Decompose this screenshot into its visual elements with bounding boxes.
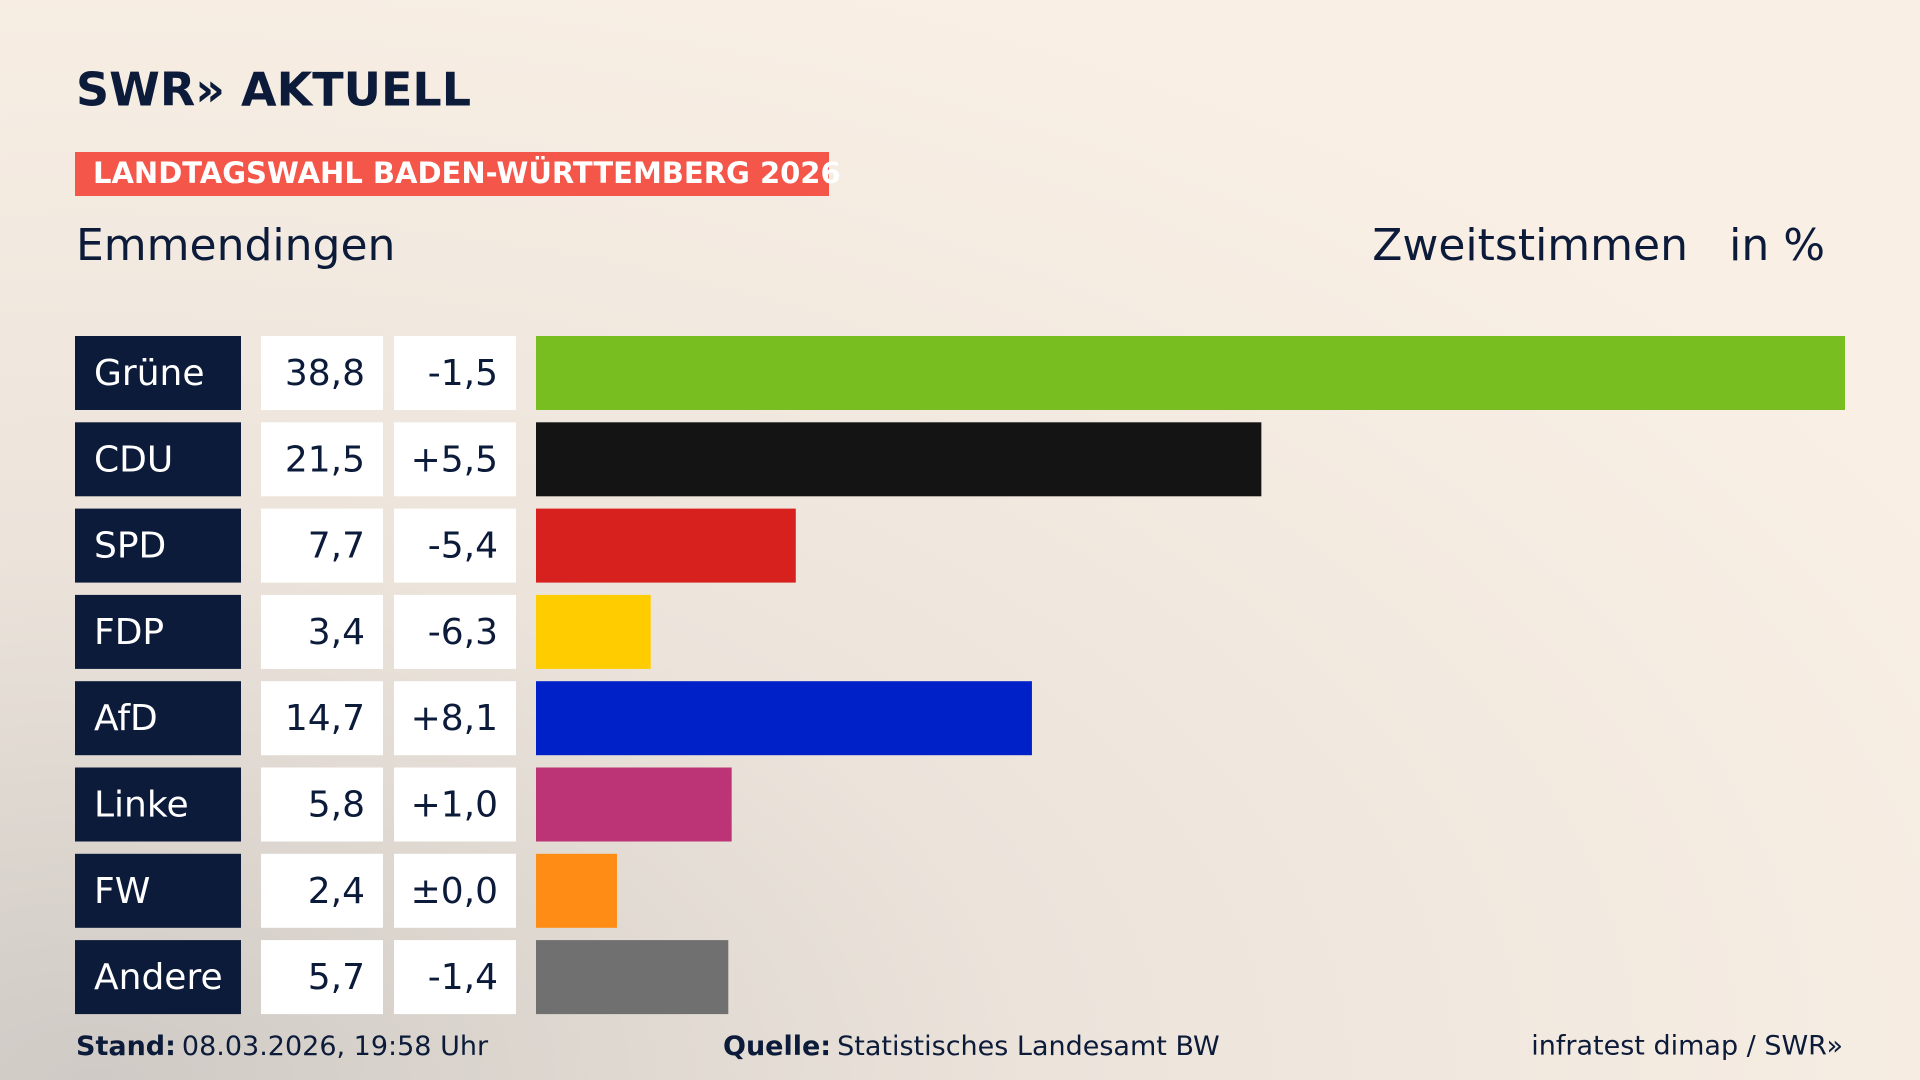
change-label: +5,5 (411, 439, 498, 480)
bar (536, 336, 1845, 410)
change-box (394, 422, 516, 497)
party-label: SPD (94, 526, 166, 567)
banner-text: LANDTAGSWAHL BADEN-WÜRTTEMBERG 2026 (93, 156, 841, 190)
change-label: -5,4 (428, 526, 498, 567)
change-label: +1,0 (411, 785, 498, 826)
value-label: 21,5 (285, 439, 365, 480)
change-box (394, 940, 516, 1015)
value-box (261, 594, 383, 669)
change-box (394, 594, 516, 669)
value-box (261, 681, 383, 756)
party-box (75, 767, 241, 842)
bar (536, 422, 1262, 497)
change-label: ±0,0 (411, 871, 498, 912)
source-label: Quelle: (723, 1031, 831, 1062)
value-box (261, 940, 383, 1015)
stand: Stand: 08.03.2026, 19:58 Uhr (76, 1031, 489, 1062)
value-box (261, 422, 383, 497)
value-box (261, 767, 383, 842)
change-box (394, 508, 516, 583)
party-label: Grüne (94, 353, 204, 394)
banner (75, 152, 829, 196)
logo: SWR» AKTUELL (76, 63, 471, 117)
party-box (75, 594, 241, 669)
unit: in % (1729, 220, 1825, 271)
change-label: +8,1 (411, 698, 498, 739)
value-label: 3,4 (308, 612, 365, 653)
value-box (261, 508, 383, 583)
credit: infratest dimap / SWR» (1531, 1031, 1843, 1062)
change-box (394, 681, 516, 756)
subtitle: Zweitstimmen (1372, 220, 1688, 271)
stand-label: Stand: (76, 1031, 176, 1062)
stand-value: 08.03.2026, 19:58 Uhr (182, 1031, 489, 1062)
party-label: Linke (94, 785, 189, 826)
source: Quelle: Statistisches Landesamt BW (723, 1031, 1220, 1062)
party-box (75, 336, 241, 410)
value-label: 5,7 (308, 957, 365, 998)
party-label: FDP (94, 612, 164, 653)
change-label: -1,5 (428, 353, 498, 394)
change-box (394, 336, 516, 410)
chart-title: Emmendingen (76, 220, 395, 271)
party-box (75, 940, 241, 1015)
party-label: FW (94, 871, 150, 912)
party-box (75, 853, 241, 928)
value-box (261, 853, 383, 928)
party-box (75, 681, 241, 756)
value-label: 5,8 (308, 785, 365, 826)
bar (536, 681, 1032, 756)
change-box (394, 767, 516, 842)
change-box (394, 853, 516, 928)
party-label: CDU (94, 439, 173, 480)
value-label: 2,4 (308, 871, 365, 912)
value-label: 7,7 (308, 526, 365, 567)
change-label: -1,4 (428, 957, 498, 998)
party-label: AfD (94, 698, 158, 739)
value-label: 14,7 (285, 698, 365, 739)
value-label: 38,8 (285, 353, 365, 394)
value-box (261, 336, 383, 410)
bar (536, 940, 729, 1015)
bar (536, 508, 796, 583)
change-label: -6,3 (428, 612, 498, 653)
source-value: Statistisches Landesamt BW (837, 1031, 1220, 1062)
bar (536, 594, 651, 669)
party-box (75, 508, 241, 583)
bar (536, 853, 617, 928)
party-box (75, 422, 241, 497)
party-label: Andere (94, 957, 223, 998)
bar (536, 767, 732, 842)
